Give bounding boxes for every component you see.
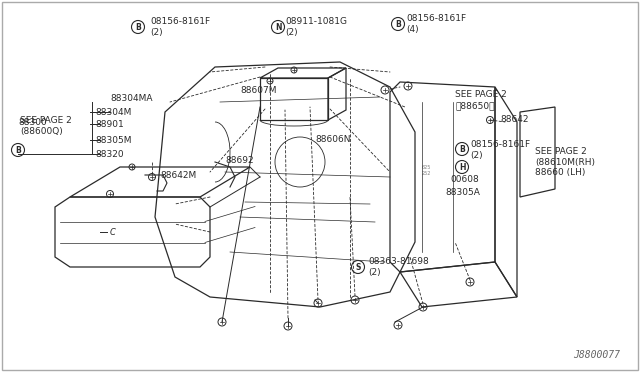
Text: 88642M: 88642M xyxy=(160,170,196,180)
Text: B: B xyxy=(395,19,401,29)
Text: 88305M: 88305M xyxy=(95,135,131,144)
Text: B: B xyxy=(15,145,21,154)
Text: 88692: 88692 xyxy=(225,155,253,164)
Text: 88901: 88901 xyxy=(95,119,124,128)
Text: C: C xyxy=(110,228,116,237)
Text: B: B xyxy=(459,144,465,154)
Text: 08156-8161F
(2): 08156-8161F (2) xyxy=(150,17,210,37)
Text: 88305A: 88305A xyxy=(445,187,480,196)
Text: H: H xyxy=(459,163,465,171)
Text: 88320: 88320 xyxy=(95,150,124,158)
Text: B: B xyxy=(135,22,141,32)
Text: 88304MA: 88304MA xyxy=(110,93,152,103)
Text: 08363-81698
(2): 08363-81698 (2) xyxy=(368,257,429,277)
Text: 88607M: 88607M xyxy=(240,86,276,94)
Text: J8800077: J8800077 xyxy=(573,350,620,360)
Text: 08911-1081G
(2): 08911-1081G (2) xyxy=(285,17,347,37)
Text: SEE PAGE 2
(88610M(RH)
88660 (LH): SEE PAGE 2 (88610M(RH) 88660 (LH) xyxy=(535,147,595,177)
Text: 08156-8161F
(4): 08156-8161F (4) xyxy=(406,14,466,34)
Text: SEE PAGE 2
〶88650〷: SEE PAGE 2 〶88650〷 xyxy=(455,90,507,110)
Text: 88304M: 88304M xyxy=(95,108,131,116)
Text: 00608: 00608 xyxy=(450,174,479,183)
Text: SEE PAGE 2
(88600Q): SEE PAGE 2 (88600Q) xyxy=(20,116,72,136)
Text: 88300: 88300 xyxy=(18,118,47,126)
Text: N: N xyxy=(275,22,281,32)
Text: 88642: 88642 xyxy=(500,115,529,124)
Text: 625
252: 625 252 xyxy=(422,165,431,176)
Text: 88606N: 88606N xyxy=(315,135,351,144)
Text: 08156-8161F
(2): 08156-8161F (2) xyxy=(470,140,530,160)
Text: S: S xyxy=(355,263,361,272)
